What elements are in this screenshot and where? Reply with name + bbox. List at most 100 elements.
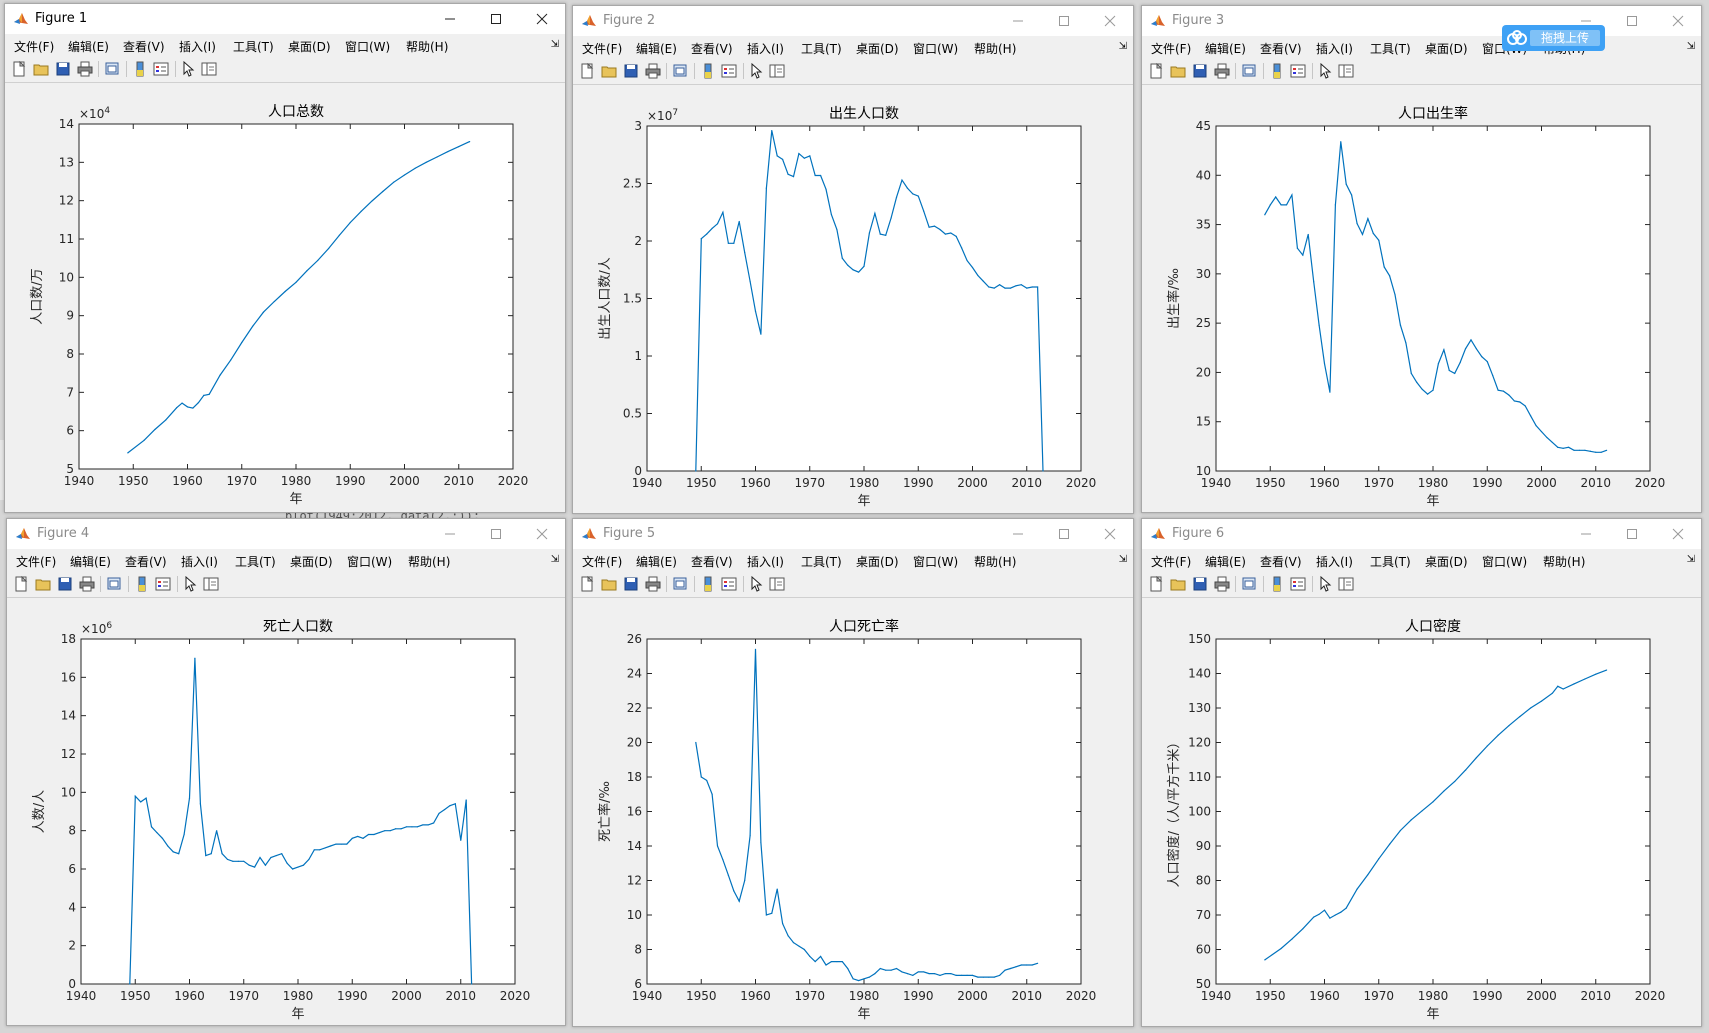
menu-item[interactable]: 查看(V) — [123, 40, 165, 54]
menu-item[interactable]: 工具(T) — [235, 555, 276, 569]
maximize-button[interactable] — [1041, 6, 1087, 36]
menu-item[interactable]: 帮助(H) — [974, 555, 1017, 569]
window-titlebar[interactable]: Figure 3 — [1142, 6, 1701, 36]
print-icon[interactable] — [1214, 576, 1230, 592]
menu-item[interactable]: 文件(F) — [14, 40, 55, 54]
legend-icon[interactable] — [153, 61, 169, 77]
select-arrow-icon[interactable] — [748, 63, 764, 79]
menu-overflow-icon[interactable]: ⇲ — [550, 39, 559, 50]
menu-item[interactable]: 窗口(W) — [347, 555, 393, 569]
menu-item[interactable]: 桌面(D) — [856, 555, 899, 569]
menu-item[interactable]: 编辑(E) — [1205, 555, 1246, 569]
figure-window-1[interactable]: Figure 1 文件(F) 编辑(E) 查看(V) 插入(I) 工具(T) 桌面(D) 窗口… — [4, 3, 566, 513]
menu-overflow-icon[interactable]: ⇲ — [1686, 41, 1695, 52]
figure-window-2[interactable]: Figure 2 文件(F) 编辑(E) 查看(V) 插入(I) 工具(T) 桌面(D) 窗口… — [572, 5, 1134, 514]
window-titlebar[interactable]: Figure 6 — [1142, 519, 1701, 549]
menu-item[interactable]: 帮助(H) — [1543, 555, 1586, 569]
maximize-button[interactable] — [1041, 519, 1087, 549]
menu-item[interactable]: 插入(I) — [747, 42, 784, 56]
window-titlebar[interactable]: Figure 4 — [7, 519, 565, 549]
window-titlebar[interactable]: Figure 5 — [573, 519, 1133, 549]
menu-item[interactable]: 插入(I) — [181, 555, 218, 569]
menu-item[interactable]: 编辑(E) — [68, 40, 109, 54]
window-titlebar[interactable]: Figure 1 — [5, 4, 565, 34]
select-arrow-icon[interactable] — [182, 576, 198, 592]
select-arrow-icon[interactable] — [1317, 63, 1333, 79]
figure-window-3[interactable]: Figure 3文件(F)编辑(E)查看(V)插入(I)工具(T)桌面(D)窗口… — [1141, 5, 1702, 513]
colorbar-icon[interactable] — [700, 63, 716, 79]
menu-overflow-icon[interactable]: ⇲ — [550, 554, 559, 565]
close-button[interactable] — [1087, 6, 1133, 36]
new-file-icon[interactable] — [11, 61, 27, 77]
menu-item[interactable]: 窗口(W) — [913, 42, 959, 56]
save-icon[interactable] — [623, 576, 639, 592]
select-arrow-icon[interactable] — [748, 576, 764, 592]
maximize-button[interactable] — [1609, 519, 1655, 549]
new-file-icon[interactable] — [1148, 63, 1164, 79]
colorbar-icon[interactable] — [1269, 63, 1285, 79]
new-file-icon[interactable] — [579, 576, 595, 592]
colorbar-icon[interactable] — [700, 576, 716, 592]
close-button[interactable] — [1655, 519, 1701, 549]
link-figure-icon[interactable] — [106, 576, 122, 592]
menu-item[interactable]: 文件(F) — [1151, 42, 1192, 56]
save-icon[interactable] — [55, 61, 71, 77]
menu-item[interactable]: 桌面(D) — [288, 40, 331, 54]
figure-window-6[interactable]: Figure 6 文件(F) 编辑(E) 查看(V) 插入(I) 工具(T) 桌面(D) 窗口… — [1141, 518, 1702, 1027]
legend-icon[interactable] — [721, 576, 737, 592]
close-button[interactable] — [1087, 519, 1133, 549]
colorbar-icon[interactable] — [1269, 576, 1285, 592]
save-icon[interactable] — [623, 63, 639, 79]
menu-item[interactable]: 桌面(D) — [1425, 42, 1468, 56]
menu-item[interactable]: 插入(I) — [1316, 555, 1353, 569]
property-panel-icon[interactable] — [201, 61, 217, 77]
menu-item[interactable]: 文件(F) — [16, 555, 57, 569]
menu-item[interactable]: 帮助(H) — [406, 40, 449, 54]
menu-item[interactable]: 文件(F) — [1151, 555, 1192, 569]
save-icon[interactable] — [1192, 576, 1208, 592]
close-button[interactable] — [519, 4, 565, 34]
menu-item[interactable]: 插入(I) — [1316, 42, 1353, 56]
legend-icon[interactable] — [1290, 63, 1306, 79]
figure-window-4[interactable]: Figure 4 文件(F) 编辑(E) 查看(V) 插入(I) 工具(T) 桌面(D) 窗口… — [6, 518, 566, 1026]
save-icon[interactable] — [1192, 63, 1208, 79]
menu-item[interactable]: 工具(T) — [1370, 42, 1411, 56]
minimize-button[interactable] — [427, 519, 473, 549]
menu-item[interactable]: 插入(I) — [747, 555, 784, 569]
legend-icon[interactable] — [721, 63, 737, 79]
close-button[interactable] — [519, 519, 565, 549]
menu-item[interactable]: 查看(V) — [125, 555, 167, 569]
minimize-button[interactable] — [1563, 6, 1609, 36]
menu-item[interactable]: 工具(T) — [801, 555, 842, 569]
link-figure-icon[interactable] — [104, 61, 120, 77]
new-file-icon[interactable] — [579, 63, 595, 79]
property-panel-icon[interactable] — [1338, 576, 1354, 592]
property-panel-icon[interactable] — [203, 576, 219, 592]
figure-window-5[interactable]: Figure 5 文件(F) 编辑(E) 查看(V) 插入(I) 工具(T) 桌面(D) 窗口… — [572, 518, 1134, 1027]
open-folder-icon[interactable] — [35, 576, 51, 592]
menu-item[interactable]: 文件(F) — [582, 555, 623, 569]
select-arrow-icon[interactable] — [1317, 576, 1333, 592]
minimize-button[interactable] — [427, 4, 473, 34]
menu-overflow-icon[interactable]: ⇲ — [1118, 41, 1127, 52]
print-icon[interactable] — [645, 576, 661, 592]
menu-item[interactable]: 桌面(D) — [856, 42, 899, 56]
menu-item[interactable]: 工具(T) — [233, 40, 274, 54]
menu-item[interactable]: 窗口(W) — [913, 555, 959, 569]
menu-item[interactable]: 窗口(W) — [1482, 555, 1528, 569]
menu-item[interactable]: 窗口(W) — [345, 40, 391, 54]
menu-item[interactable]: 编辑(E) — [636, 42, 677, 56]
save-icon[interactable] — [57, 576, 73, 592]
minimize-button[interactable] — [995, 519, 1041, 549]
menu-item[interactable]: 查看(V) — [1260, 555, 1302, 569]
menu-item[interactable]: 桌面(D) — [290, 555, 333, 569]
close-button[interactable] — [1655, 6, 1701, 36]
menu-item[interactable]: 工具(T) — [1370, 555, 1411, 569]
minimize-button[interactable] — [995, 6, 1041, 36]
menu-overflow-icon[interactable]: ⇲ — [1686, 554, 1695, 565]
open-folder-icon[interactable] — [1170, 63, 1186, 79]
menu-item[interactable]: 文件(F) — [582, 42, 623, 56]
open-folder-icon[interactable] — [1170, 576, 1186, 592]
property-panel-icon[interactable] — [769, 63, 785, 79]
new-file-icon[interactable] — [13, 576, 29, 592]
